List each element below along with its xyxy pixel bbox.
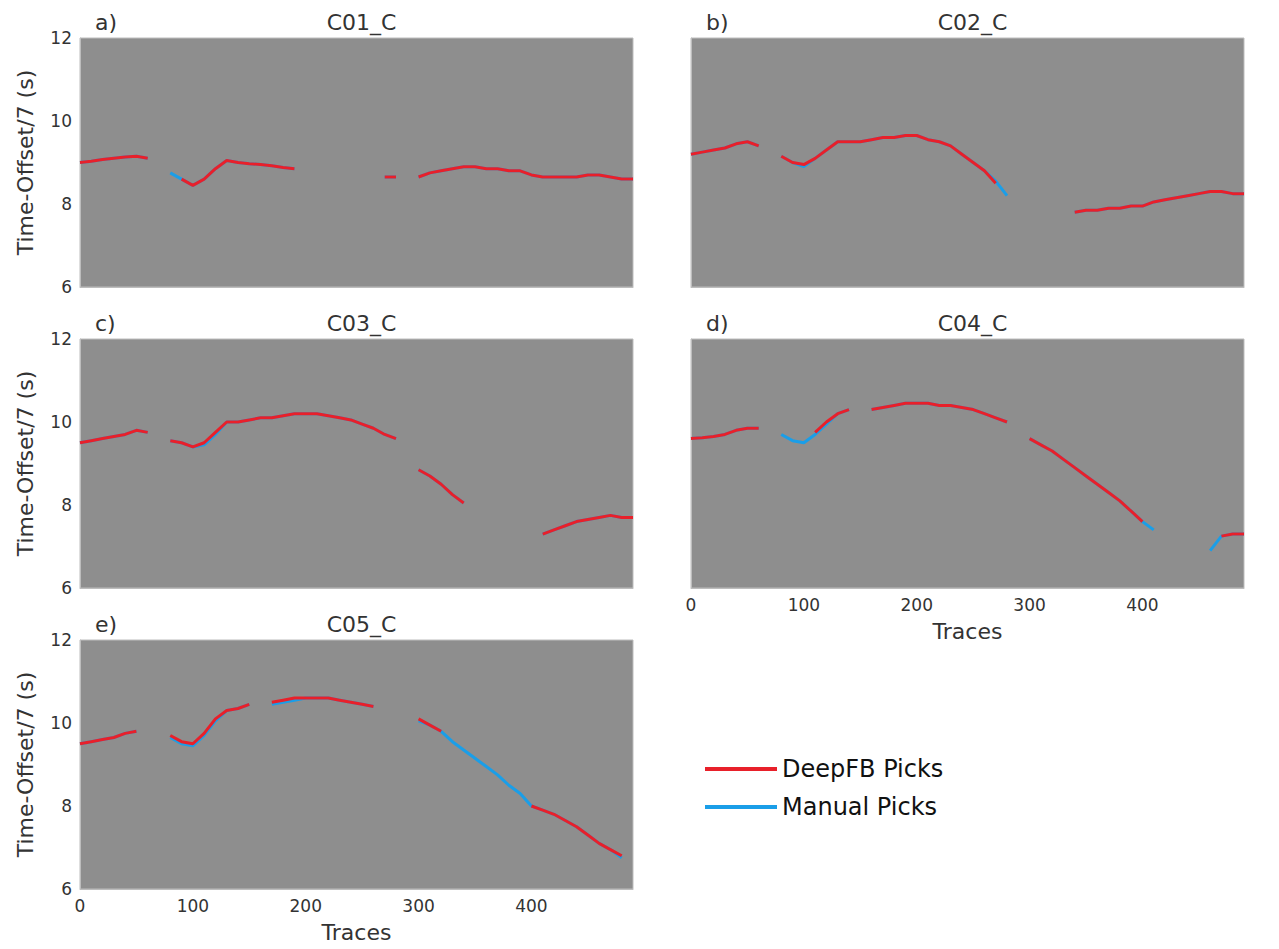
svg-text:200: 200 [900, 595, 932, 615]
svg-text:C03_C: C03_C [327, 311, 397, 337]
svg-text:12: 12 [50, 28, 72, 48]
svg-text:Traces: Traces [321, 920, 392, 945]
svg-text:a): a) [95, 10, 117, 35]
svg-text:e): e) [95, 612, 117, 637]
svg-text:C05_C: C05_C [327, 612, 397, 638]
svg-text:C04_C: C04_C [938, 311, 1008, 337]
svg-text:0: 0 [686, 595, 697, 615]
svg-text:Manual Picks: Manual Picks [782, 793, 937, 821]
svg-text:10: 10 [50, 713, 72, 733]
svg-text:C01_C: C01_C [327, 10, 397, 36]
svg-text:b): b) [706, 10, 729, 35]
svg-text:Time-Offset/7 (s): Time-Offset/7 (s) [13, 371, 38, 558]
svg-text:100: 100 [177, 896, 209, 916]
svg-text:0: 0 [75, 896, 86, 916]
svg-text:300: 300 [402, 896, 434, 916]
svg-text:400: 400 [1126, 595, 1158, 615]
svg-text:12: 12 [50, 329, 72, 349]
svg-text:d): d) [706, 311, 729, 336]
svg-text:c): c) [95, 311, 116, 336]
svg-text:6: 6 [61, 277, 72, 297]
svg-text:Time-Offset/7 (s): Time-Offset/7 (s) [13, 70, 38, 257]
svg-text:8: 8 [61, 796, 72, 816]
svg-text:Traces: Traces [932, 619, 1003, 644]
svg-text:100: 100 [788, 595, 820, 615]
svg-text:C02_C: C02_C [938, 10, 1008, 36]
svg-text:200: 200 [289, 896, 321, 916]
svg-text:12: 12 [50, 630, 72, 650]
svg-text:400: 400 [515, 896, 547, 916]
svg-text:10: 10 [50, 412, 72, 432]
svg-text:DeepFB Picks: DeepFB Picks [782, 755, 943, 783]
svg-text:300: 300 [1013, 595, 1045, 615]
svg-text:8: 8 [61, 194, 72, 214]
svg-text:6: 6 [61, 879, 72, 899]
svg-text:Time-Offset/7 (s): Time-Offset/7 (s) [13, 672, 38, 859]
svg-text:8: 8 [61, 495, 72, 515]
svg-text:6: 6 [61, 578, 72, 598]
svg-text:10: 10 [50, 111, 72, 131]
